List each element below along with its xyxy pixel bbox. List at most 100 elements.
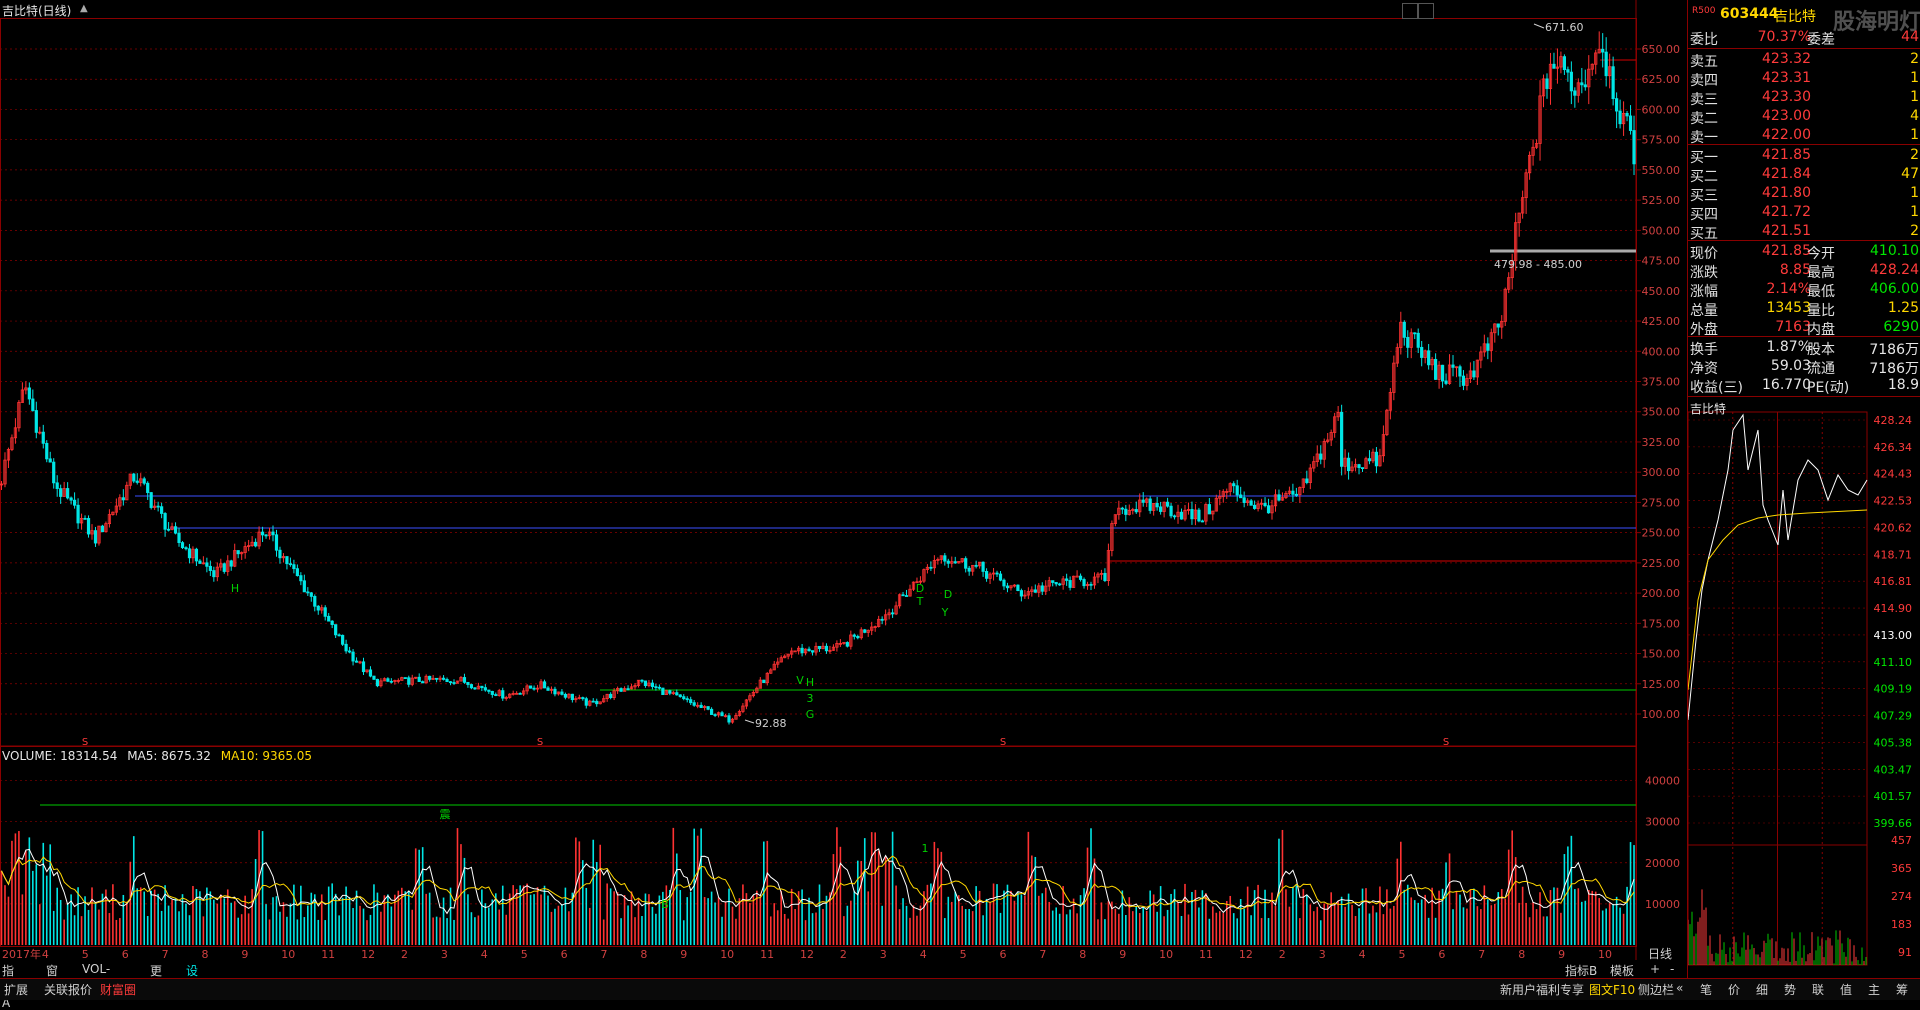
candle-body [991,572,996,575]
collapse-icon[interactable]: ▲ [80,3,88,14]
candle-body [1615,98,1619,112]
candle-body [574,698,578,701]
candle-body [1319,453,1323,460]
bid-row: 买三 421.80 1 [1688,185,1920,204]
candle-body [1611,66,1615,100]
candle-body [783,655,787,659]
signal-label: H [231,582,239,595]
candle-body [267,531,272,537]
side-tab[interactable]: 主 [1868,983,1881,997]
candle-body [1106,550,1111,582]
side-tab[interactable]: 细 [1756,983,1769,997]
candle-body [139,478,143,483]
window-restore-button[interactable] [1402,3,1418,19]
indicator-b-tab[interactable]: 指标B [1565,964,1598,978]
candle-body [173,526,178,534]
row-value2: 410.10 [1870,243,1919,259]
candle-body [236,550,240,555]
tab-wealth-circle[interactable]: 财富圈 [100,983,137,997]
candle-body [1072,575,1076,588]
side-tab[interactable]: 联 [1812,983,1825,997]
zoom-out-button[interactable]: - [1670,962,1675,976]
row-label: 现价 [1690,246,1718,262]
low-pointer [744,719,755,724]
candle-body [849,634,853,647]
template-tab[interactable]: 模板 [1610,964,1635,978]
candle-body [835,643,839,648]
candle-body [1078,575,1083,580]
candle-body [915,581,919,584]
candle-body [1472,370,1476,378]
month-label: 12 [800,948,814,961]
candle-body [998,573,1003,581]
candle-body [1364,458,1368,469]
side-tab[interactable]: 笔 [1700,983,1713,997]
side-tab[interactable]: 值 [1840,983,1853,997]
intraday-price-label: 411.10 [1874,656,1913,669]
stat-row: 外盘 7163 内盘 6290 [1688,319,1920,338]
row-value: 421.85 [1762,243,1811,259]
candle-body [20,389,24,403]
intraday-price-label: 426.34 [1874,441,1913,454]
f10-button[interactable]: 图文F10 [1589,983,1636,997]
candle-body [1037,585,1041,593]
candle-body [856,635,860,639]
candle-body [1552,63,1556,69]
candle-body [1284,492,1288,499]
candle-body [1353,464,1358,468]
row-label: 买一 [1690,150,1718,166]
candle-body [1099,572,1104,575]
candle-body [445,679,449,683]
candle-body [38,431,42,434]
zoom-in-button[interactable]: + [1650,962,1661,976]
candle-body [45,442,49,460]
candle-body [1103,572,1107,582]
price-tick-label: 425.00 [1642,315,1681,328]
intraday-price-label: 407.29 [1874,710,1913,723]
candle-body [1340,411,1344,467]
candle-body [1259,502,1264,505]
window-close-button[interactable] [1418,3,1434,19]
tab-expand[interactable]: 扩展 [4,983,29,997]
month-label: 8 [640,948,647,961]
candle-body [1507,277,1511,290]
candle-body [389,680,393,683]
candle-body [605,693,609,700]
row-label: 卖二 [1690,111,1718,127]
side-tab[interactable]: 价 [1728,983,1741,997]
candle-body [1204,504,1208,522]
month-label: 9 [241,948,248,961]
candle-body [741,705,745,712]
candle-body [1420,346,1424,358]
candle-body [344,643,348,652]
side-tab[interactable]: 筹 [1896,983,1909,997]
price-tick-label: 550.00 [1642,164,1681,177]
candle-body [128,473,132,486]
candle-body [1440,364,1445,382]
candle-body [1030,589,1034,592]
candle-body [737,711,742,716]
candle-body [1058,583,1062,586]
candle-body [525,685,529,692]
candle-body [170,526,174,530]
side-tab[interactable]: 势 [1784,983,1797,997]
tab-related-quote[interactable]: 关联报价 [44,983,93,997]
candle-body [1176,511,1180,517]
month-label: 2017年 [2,947,41,961]
candle-body [459,677,463,682]
candle-body [132,473,136,482]
candle-body [1005,585,1010,589]
candle-body [72,499,77,506]
news-link[interactable]: 新用户福利专享 [1500,983,1585,997]
candle-body [254,541,258,547]
sidebar-button[interactable]: 侧边栏 [1638,983,1675,997]
candle-body [922,569,926,582]
row-label: 净资 [1690,361,1718,377]
candle-body [1475,359,1479,378]
candle-body [748,695,752,701]
sidebar-arrow-icon[interactable]: « [1676,981,1684,995]
candle-body [1521,197,1525,214]
row-value2: 428.24 [1870,262,1919,278]
intraday-price-label: 422.53 [1874,495,1913,508]
